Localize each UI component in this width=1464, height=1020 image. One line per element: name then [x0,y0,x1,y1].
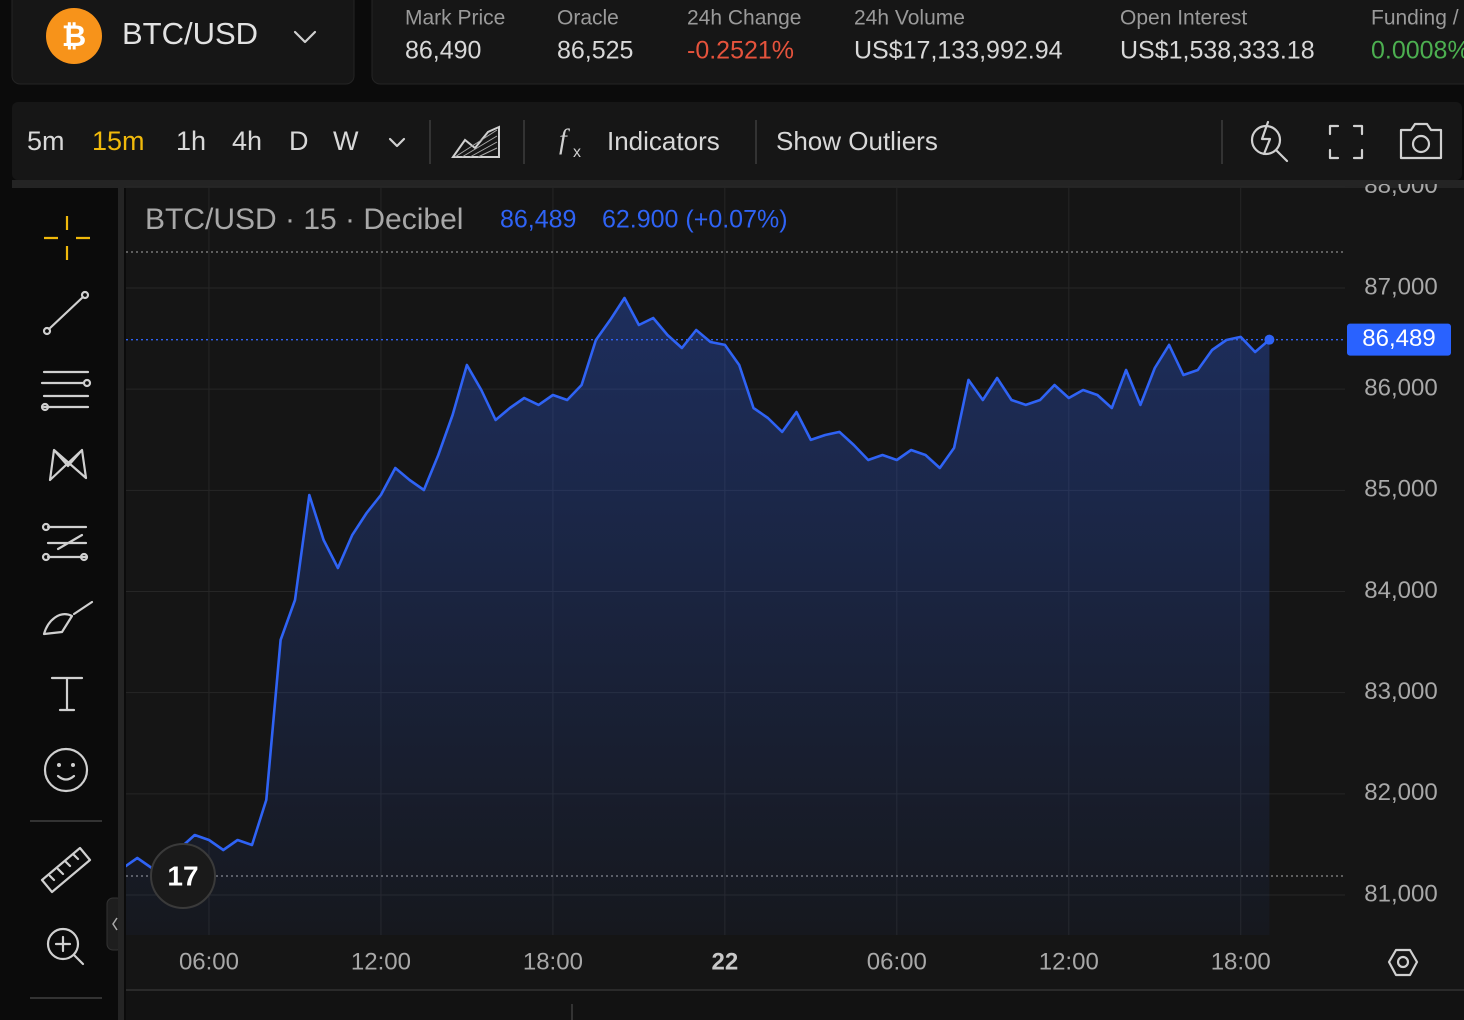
y-tick-label: 81,000 [1364,880,1437,907]
x-tick-label: 12:00 [1039,948,1099,975]
price-axis: 81,000 82,000 83,000 84,000 85,000 86,000 87,0… [1364,172,1437,907]
x-tick-label: 06:00 [179,948,239,975]
fullscreen-icon[interactable] [1328,124,1364,160]
stat-value: US$1,538,333.18 [1120,37,1315,65]
forecast-tool[interactable] [41,522,89,562]
interval[interactable]: 15m [92,126,145,156]
chart-legend-price: 86,489 [500,206,576,234]
text-tool[interactable] [50,676,84,712]
last-price-dot [1264,334,1275,345]
symbol: BTC/USD [122,16,258,51]
plot [126,296,1275,935]
y-tick-label: 86,000 [1364,374,1437,401]
interval[interactable]: 1h [176,126,206,156]
stat-value: -0.2521% [687,37,794,65]
interval-chevron[interactable] [388,137,406,148]
stat-label: Open Interest [1120,7,1247,30]
zoom-tool[interactable] [46,927,85,966]
price-area [126,298,1270,935]
y-tick-label: 85,000 [1364,476,1437,503]
price-line [126,296,1271,872]
y-tick-label: 84,000 [1364,577,1437,604]
show-outliers[interactable]: Show Outliers [776,126,938,156]
drawing-tools [30,216,124,999]
x-tick-label: 18:00 [1211,948,1271,975]
y-tick-label: 88,000 [1364,172,1437,199]
settings-icon[interactable] [1387,948,1419,977]
interval[interactable]: W [333,126,359,156]
y-tick-label: 82,000 [1364,779,1437,806]
divider [12,180,1464,188]
symbol-chevron[interactable] [293,30,317,44]
toolbar [12,102,1462,180]
svg-text:17: 17 [167,860,198,891]
emoji-tool[interactable] [43,747,89,793]
x-tick-label: 12:00 [351,948,411,975]
stat-label: 24h Change [687,7,801,30]
x-tick-label: 18:00 [523,948,583,975]
brush-tool[interactable] [42,600,94,636]
intervals: 5m 15m 1h 4h D W [27,126,359,156]
stats: Mark Price 86,490 Oracle 86,525 24h Change -0… [405,7,1464,65]
alert-icon[interactable] [1250,120,1289,163]
y-tick-label: 83,000 [1364,678,1437,705]
stat-value: 0.0008% [1371,37,1464,65]
stat-value: 86,490 [405,37,481,65]
chart-legend-title: BTC/USD · 15 · Decibel [145,203,463,236]
stat-label: Mark Price [405,7,505,30]
crosshair-tool[interactable] [44,216,90,260]
ruler-tool[interactable] [40,846,92,894]
stat-value: US$17,133,992.94 [854,37,1063,65]
screenshot-icon[interactable] [1399,122,1443,160]
bottom-toolbar [126,990,1464,1020]
price-badge-label: 86,489 [1362,325,1435,352]
pattern-tool[interactable] [48,448,88,482]
time-axis: 06:00 12:00 18:00 22 06:00 12:00 18:00 [179,948,1271,975]
stat-value: 86,525 [557,37,633,65]
stat-label: Oracle [557,7,619,30]
x-tick-label: 22 [712,948,739,975]
btc-glyph: ₿ [62,20,86,53]
price-badge [1347,323,1451,356]
interval[interactable]: 4h [232,126,262,156]
btc-icon [46,8,102,64]
interval[interactable]: D [289,126,309,156]
chart-type-icon[interactable] [451,125,500,158]
y-tick-label: 87,000 [1364,273,1437,300]
tradingview-logo[interactable]: 17 [150,843,216,909]
panel-border [118,188,124,1020]
fib-tool[interactable] [40,370,92,412]
x-tick-label: 06:00 [867,948,927,975]
stat-label: 24h Volume [854,7,965,30]
indicators[interactable]: Indicators [607,126,720,156]
fx-sub: x [573,144,581,161]
stat-label: Funding / [1371,7,1459,30]
collapse-arrow [112,917,118,931]
fx-icon[interactable]: f [559,124,570,155]
stats-panel [371,0,1464,85]
interval[interactable]: 5m [27,126,65,156]
trendline-tool[interactable] [42,290,90,336]
chart-type-hatch [454,129,498,158]
chart-legend-change: 62.900 (+0.07%) [602,206,788,234]
